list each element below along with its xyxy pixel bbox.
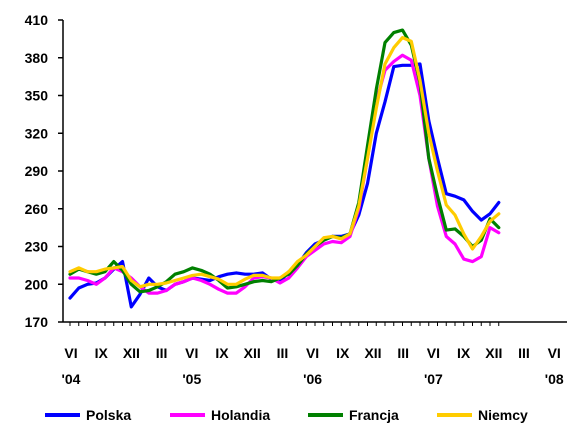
series-line-niemcy — [68, 35, 501, 289]
x-month-label: III — [156, 345, 168, 361]
x-month-label: III — [518, 345, 530, 361]
y-tick-label: 260 — [25, 201, 49, 217]
x-month-label: VI — [306, 345, 319, 361]
x-month-label: IX — [215, 345, 229, 361]
x-month-label: IX — [95, 345, 109, 361]
legend-label-polska: Polska — [86, 407, 131, 423]
y-tick-label: 290 — [25, 163, 49, 179]
x-month-label: VI — [548, 345, 561, 361]
x-year-label: '04 — [62, 371, 81, 387]
x-month-label: VI — [427, 345, 440, 361]
x-year-label: '06 — [303, 371, 322, 387]
y-tick-label: 230 — [25, 239, 49, 255]
chart-legend: Polska Holandia Francja Niemcy — [45, 407, 528, 423]
y-tick-label: 170 — [25, 314, 49, 330]
x-year-label: '08 — [545, 371, 564, 387]
series-line-holandia — [68, 53, 501, 295]
x-month-label: III — [277, 345, 289, 361]
series-lines — [68, 28, 501, 309]
x-month-label: XII — [485, 345, 502, 361]
legend-label-holandia: Holandia — [211, 407, 270, 423]
y-tick-label: 350 — [25, 88, 49, 104]
y-tick-label: 200 — [25, 276, 49, 292]
x-month-label: VI — [185, 345, 198, 361]
x-axis-ticks: VI IX XII III VI IX XII III VI IX XII III VI IX XII III… — [62, 322, 564, 387]
legend-label-francja: Francja — [349, 407, 399, 423]
x-month-label: VI — [64, 345, 77, 361]
y-tick-label: 410 — [25, 12, 49, 28]
x-month-label: XII — [244, 345, 261, 361]
y-tick-label: 320 — [25, 125, 49, 141]
legend-label-niemcy: Niemcy — [478, 407, 528, 423]
x-month-label: III — [397, 345, 409, 361]
x-year-label: '05 — [182, 371, 201, 387]
x-month-label: IX — [336, 345, 350, 361]
x-year-label: '07 — [424, 371, 443, 387]
x-month-label: XII — [364, 345, 381, 361]
x-month-label: IX — [457, 345, 471, 361]
x-month-label: XII — [123, 345, 140, 361]
y-tick-label: 380 — [25, 50, 49, 66]
chart-axes — [62, 20, 567, 323]
y-axis-ticks: 170 200 230 260 290 320 350 380 410 — [25, 12, 63, 330]
